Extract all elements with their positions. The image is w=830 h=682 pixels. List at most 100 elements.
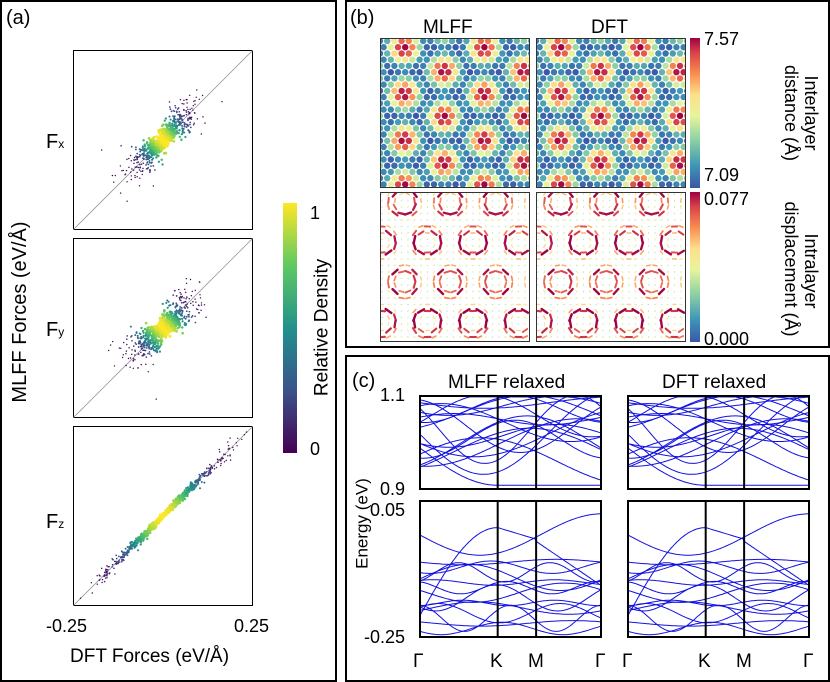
displacement-arrow [491, 336, 494, 338]
atom-site [630, 69, 637, 76]
displacement-arrow [521, 328, 529, 333]
displacement-arrow [665, 335, 671, 339]
atom-site [626, 175, 633, 182]
atom-site [644, 44, 651, 51]
displacement-arrow [621, 297, 624, 299]
displacement-arrow [549, 275, 553, 282]
atom-site [502, 156, 510, 163]
atom-site [586, 81, 594, 88]
atom-site [409, 118, 416, 126]
displacement-arrow [465, 275, 468, 282]
displacement-arrow [387, 212, 390, 215]
scatter-point [144, 349, 147, 352]
atom-site [387, 106, 394, 113]
displacement-arrow [568, 241, 573, 251]
atom-site [568, 87, 576, 95]
atom-site [583, 137, 590, 144]
displacement-arrow [393, 275, 397, 282]
scatter-point [125, 352, 127, 355]
atom-site [459, 56, 466, 63]
atom-site [658, 181, 666, 188]
displacement-arrow [588, 315, 592, 320]
atom-site [520, 112, 528, 120]
scatter-point [146, 326, 150, 330]
scatter-point [141, 354, 143, 357]
atom-site [463, 62, 470, 70]
atom-site [506, 75, 513, 82]
atom-site [477, 150, 484, 157]
displacement-arrow [465, 192, 468, 196]
displacement-arrow [407, 251, 409, 254]
atom-site [680, 181, 686, 188]
atom-site [648, 150, 655, 157]
atom-site [470, 175, 477, 182]
displacement-arrow [400, 284, 403, 286]
atom-site [452, 81, 459, 88]
atom-site [655, 62, 662, 70]
atom-site [554, 112, 561, 120]
atom-site [517, 56, 524, 63]
atom-site [517, 131, 524, 138]
kpoint-mlff-gamma-2: Γ [595, 651, 606, 672]
atom-site [510, 168, 517, 176]
displacement-arrow [543, 243, 546, 249]
atom-site [517, 69, 524, 76]
displacement-arrow [677, 230, 685, 236]
displacement-arrow [563, 225, 565, 228]
scatter-point [132, 367, 135, 370]
displacement-arrow [438, 241, 443, 251]
displacement-arrow [393, 250, 397, 255]
displacement-arrow [588, 257, 592, 261]
displacement-arrow [562, 219, 566, 221]
displacement-arrow [459, 258, 461, 260]
atom-site [484, 137, 492, 144]
scatter-point [223, 461, 226, 463]
atom-site [434, 75, 441, 82]
atom-site [506, 62, 513, 70]
displacement-arrow [543, 322, 546, 326]
displacement-arrow [543, 281, 546, 289]
scatter-point [187, 108, 189, 111]
scatter-point [174, 313, 177, 316]
displacement-arrow [438, 230, 443, 236]
atom-site [651, 118, 658, 126]
scatter-point [184, 300, 187, 303]
scatter-point [160, 515, 163, 519]
displacement-arrow [666, 192, 670, 196]
atom-site [637, 143, 644, 151]
atom-site [524, 181, 530, 188]
scatter-point [145, 356, 148, 358]
atom-site [484, 50, 492, 57]
atom-site [477, 50, 484, 57]
displacement-arrow [391, 287, 399, 296]
scatter-point [178, 114, 181, 116]
atom-site [456, 112, 463, 120]
displacement-arrow [543, 196, 546, 205]
displacement-arrow [417, 335, 425, 339]
displacement-arrow [634, 212, 637, 215]
scatter-point [207, 467, 210, 470]
atom-site [536, 131, 543, 138]
displacement-arrow [523, 282, 527, 288]
atom-site [550, 181, 558, 188]
atom-site [470, 162, 477, 169]
atom-site [459, 44, 466, 51]
atom-site [474, 156, 481, 163]
atom-site [644, 56, 651, 63]
displacement-arrow [654, 284, 656, 286]
displacement-arrow [485, 258, 487, 260]
displacement-arrow [407, 231, 409, 235]
interlayer-colorbar-max: 7.57 [704, 29, 740, 49]
atom-site [391, 150, 398, 157]
atom-site [405, 50, 412, 57]
atom-site [499, 125, 506, 132]
displacement-arrow [394, 336, 396, 338]
displacement-arrow [554, 290, 561, 293]
scatter-point [166, 508, 170, 512]
scatter-point [199, 297, 202, 299]
subplot-label-fy-sub: y [58, 325, 65, 339]
atom-site [586, 131, 594, 138]
scatter-point [173, 110, 176, 113]
atom-site [438, 93, 445, 101]
scatter-point [130, 145, 133, 148]
